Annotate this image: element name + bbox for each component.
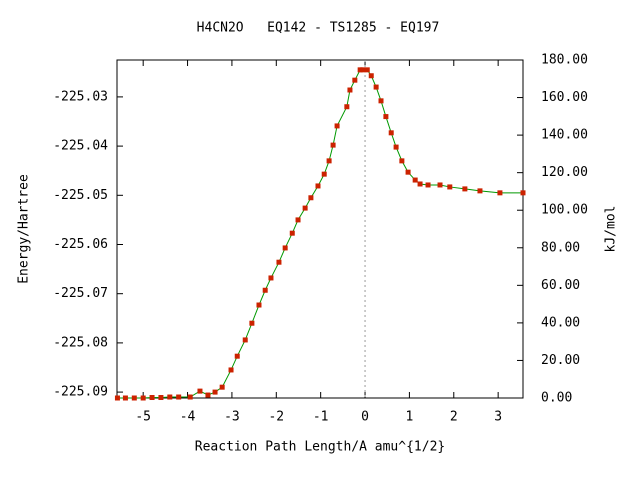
point-marker — [437, 182, 443, 188]
point-marker — [352, 77, 358, 83]
point-marker — [268, 275, 274, 281]
point-marker — [364, 67, 370, 73]
x-tick-label: -4 — [180, 410, 196, 425]
point-marker — [477, 188, 483, 194]
point-marker — [262, 287, 268, 293]
point-marker — [276, 259, 282, 265]
y-tick-label: -225.07 — [53, 286, 108, 301]
point-marker — [399, 158, 405, 164]
y2-tick-label: 180.00 — [541, 53, 588, 68]
point-marker — [344, 104, 350, 110]
x-tick-label: -1 — [313, 410, 329, 425]
point-marker — [388, 130, 394, 136]
point-marker — [140, 395, 146, 401]
point-marker — [187, 394, 193, 400]
point-marker — [447, 184, 453, 190]
point-marker — [308, 195, 314, 201]
point-marker — [330, 142, 336, 148]
y2-tick-label: 100.00 — [541, 203, 588, 218]
x-tick-label: -5 — [135, 410, 151, 425]
point-marker — [462, 186, 468, 192]
point-marker — [326, 158, 332, 164]
x-tick-label: -3 — [224, 410, 240, 425]
point-marker — [131, 395, 137, 401]
point-marker — [321, 171, 327, 177]
y-tick-label: -225.09 — [53, 385, 108, 400]
point-marker — [158, 395, 164, 401]
point-marker — [295, 217, 301, 223]
point-marker — [357, 67, 363, 73]
point-marker — [249, 320, 255, 326]
point-marker — [228, 367, 234, 373]
point-marker — [256, 302, 262, 308]
point-marker — [234, 353, 240, 359]
point-marker — [368, 73, 374, 79]
point-marker — [219, 384, 225, 390]
y2-tick-label: 140.00 — [541, 128, 588, 143]
point-marker — [197, 388, 203, 394]
point-marker — [425, 182, 431, 188]
y-tick-label: -225.05 — [53, 188, 108, 203]
point-marker — [334, 123, 340, 129]
x-tick-label: 2 — [450, 410, 458, 425]
point-marker — [205, 392, 211, 398]
point-marker — [393, 144, 399, 150]
y2-tick-label: 20.00 — [541, 353, 580, 368]
point-marker — [417, 181, 423, 187]
x-axis-label: Reaction Path Length/A amu^{1/2} — [195, 440, 445, 455]
point-marker — [347, 87, 353, 93]
y-tick-label: -225.08 — [53, 335, 108, 350]
y-tick-label: -225.03 — [53, 89, 108, 104]
point-marker — [302, 205, 308, 211]
point-marker — [122, 395, 128, 401]
x-tick-label: 1 — [405, 410, 413, 425]
x-tick-label: 3 — [494, 410, 502, 425]
point-marker — [176, 394, 182, 400]
y2-tick-label: 80.00 — [541, 240, 580, 255]
point-marker — [167, 394, 173, 400]
point-marker — [373, 84, 379, 90]
point-marker — [114, 395, 120, 401]
point-marker — [282, 245, 288, 251]
point-marker — [289, 230, 295, 236]
y2-tick-label: 60.00 — [541, 278, 580, 293]
point-marker — [412, 177, 418, 183]
point-marker — [149, 395, 155, 401]
y2-tick-label: 160.00 — [541, 90, 588, 105]
y-tick-label: -225.04 — [53, 139, 108, 154]
plot-frame — [116, 59, 524, 399]
point-marker — [383, 114, 389, 120]
x-tick-label: 0 — [361, 410, 369, 425]
energy-line — [117, 69, 523, 399]
point-marker — [520, 190, 526, 196]
point-marker — [212, 389, 218, 395]
y2-tick-label: 40.00 — [541, 315, 580, 330]
y-tick-label: -225.06 — [53, 237, 108, 252]
y2-tick-label: 120.00 — [541, 165, 588, 180]
y2-axis-label: kJ/mol — [604, 206, 619, 253]
point-marker — [405, 169, 411, 175]
y2-tick-label: 0.00 — [541, 391, 572, 406]
chart-title: H4CN2O EQ142 - TS1285 - EQ197 — [197, 21, 440, 36]
x-tick-label: -2 — [268, 410, 284, 425]
point-marker — [242, 337, 248, 343]
point-marker — [360, 67, 366, 73]
point-marker — [315, 183, 321, 189]
point-marker — [378, 98, 384, 104]
y-axis-label: Energy/Hartree — [17, 174, 32, 284]
point-marker — [497, 190, 503, 196]
